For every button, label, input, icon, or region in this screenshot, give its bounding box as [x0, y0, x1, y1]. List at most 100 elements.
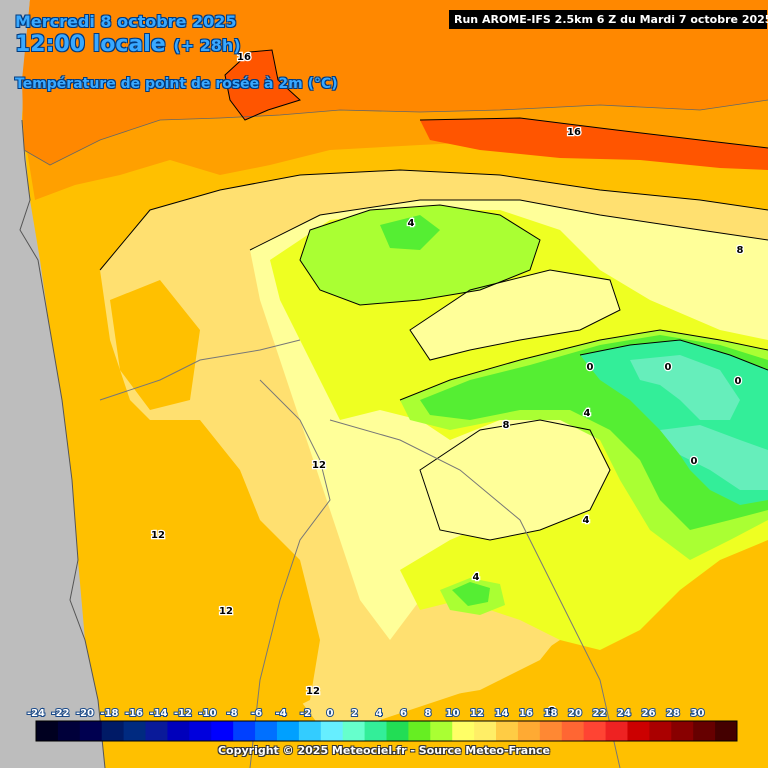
legend-tick-label: -4	[275, 708, 286, 719]
legend-tick-label: -12	[174, 708, 192, 719]
legend-swatch	[496, 721, 519, 741]
legend-swatch	[79, 721, 103, 741]
legend-swatch	[474, 721, 497, 741]
isotherm-label: 8	[737, 245, 744, 256]
legend-tick-label: 2	[351, 708, 358, 719]
legend-tick-label: 24	[617, 708, 631, 719]
legend-swatch	[167, 721, 190, 741]
legend-tick-label: 30	[691, 708, 705, 719]
zone-8-lower-lobe	[420, 420, 610, 540]
legend-tick-label: 6	[400, 708, 407, 719]
legend-tick-label: -14	[149, 708, 167, 719]
zone-4-north	[300, 205, 540, 305]
isotherm-label: 0	[665, 362, 672, 373]
isotherm-label: 12	[151, 530, 165, 541]
legend-swatch	[101, 721, 125, 741]
forecast-date: Mercredi 8 octobre 2025	[15, 12, 237, 31]
legend-swatch	[255, 721, 278, 741]
legend-tick-label: 22	[593, 708, 607, 719]
isotherm-label: 16	[237, 52, 251, 63]
isotherm-label: 0	[587, 362, 594, 373]
zone-6-band	[270, 210, 768, 650]
admin-border-1	[249, 379, 331, 768]
zone-2-south-pocket	[452, 582, 490, 606]
legend-tick-label: -24	[27, 708, 45, 719]
legend-swatch	[408, 721, 431, 741]
contour-12	[99, 169, 768, 271]
legend-swatch	[583, 721, 607, 741]
isotherm-labels: 16 16 4 8 0 0 0 4 8 0 12 4 12 4 12 12 8	[150, 51, 745, 719]
legend-swatch	[452, 721, 475, 741]
zone-16-north	[22, 0, 768, 165]
legend-tick-label: 12	[470, 708, 484, 719]
contour-0-east	[579, 339, 768, 371]
legend-tick-label: -6	[251, 708, 262, 719]
legend-swatch	[649, 721, 672, 741]
legend-swatch	[320, 721, 344, 741]
legend-swatch	[364, 721, 387, 741]
isotherm-label: 12	[219, 606, 233, 617]
legend-swatch	[605, 721, 628, 741]
isotherm-label: 12	[306, 686, 320, 697]
isotherm-label: 4	[473, 572, 480, 583]
legend-swatch	[430, 721, 453, 741]
zone-16-cape	[225, 50, 300, 120]
contour-4-east	[399, 329, 768, 401]
legend-tick-label: 28	[666, 708, 680, 719]
zone-2-north-pocket	[380, 215, 440, 250]
isotherm-label: 4	[408, 218, 415, 229]
legend-tick-label: -18	[100, 708, 118, 719]
legend-swatch	[233, 721, 256, 741]
forecast-local-time: 12:00 locale	[15, 32, 166, 57]
legend-tick-label: 10	[446, 708, 460, 719]
isotherm-label: 4	[583, 515, 590, 526]
legend-colorbar	[35, 720, 738, 742]
copyright-text: Copyright © 2025 Meteociel.fr - Source M…	[217, 744, 551, 757]
legend-tick-label: 8	[425, 708, 432, 719]
legend-tick-label: 26	[642, 708, 656, 719]
coastline-north	[23, 99, 768, 166]
legend-tick-label: 14	[495, 708, 509, 719]
isotherm-label: 0	[691, 456, 698, 467]
legend-swatch	[386, 721, 409, 741]
forecast-offset: (+ 28h)	[173, 36, 241, 55]
legend-swatch	[57, 721, 81, 741]
zone-12-west-pocket	[110, 280, 200, 410]
legend-swatch	[276, 721, 300, 741]
contour-16	[224, 49, 301, 121]
coastline-west	[19, 119, 106, 768]
variable-title: Température de point de rosée à 2m (°C)	[15, 76, 338, 92]
legend-swatch	[145, 721, 168, 741]
admin-border-2	[99, 339, 301, 401]
zone-8-tongue	[410, 270, 620, 360]
contour-4-north	[299, 204, 541, 306]
legend-swatch	[342, 721, 366, 741]
legend-swatch	[693, 721, 716, 741]
isotherm-label: 0	[735, 376, 742, 387]
legend-tick-label: -16	[125, 708, 143, 719]
contour-8-lower	[419, 419, 611, 541]
contour-8-tongue	[409, 269, 621, 361]
legend-swatch	[211, 721, 234, 741]
legend-swatch	[517, 721, 541, 741]
legend-swatch	[189, 721, 212, 741]
legend-tick-label: 4	[376, 708, 383, 719]
admin-border-3	[329, 419, 621, 768]
legend-tick-label: -22	[51, 708, 69, 719]
legend-swatch	[36, 721, 59, 741]
legend-swatch	[627, 721, 650, 741]
isotherm-label: 8	[503, 420, 510, 431]
legend-swatch	[561, 721, 585, 741]
isotherm-label: 12	[312, 460, 326, 471]
forecast-time: 12:00 locale (+ 28h)	[15, 32, 241, 57]
legend-tick-label: 20	[568, 708, 582, 719]
legend-swatch	[671, 721, 694, 741]
zone-m2-east	[630, 355, 740, 420]
zone-12-southwest	[150, 420, 320, 720]
legend-tick-label: -8	[226, 708, 237, 719]
legend-tick-label: -20	[76, 708, 94, 719]
isotherm-label: 4	[584, 408, 591, 419]
